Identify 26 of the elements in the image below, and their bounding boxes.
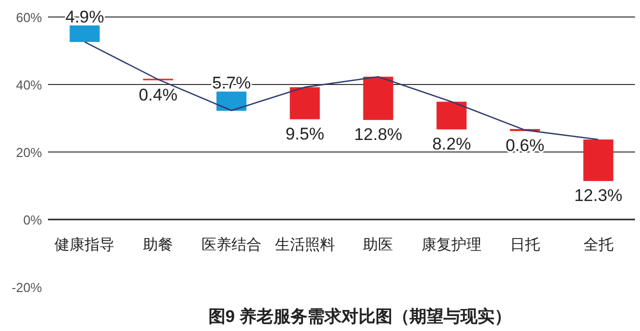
bar [70,25,100,42]
y-tick-label: 60% [16,10,42,25]
bar [290,87,320,120]
data-label: 0.4% [138,85,178,104]
data-label: 0.6% [506,136,544,156]
text: 图9 养老服务需求对比图（期望与现实） [208,307,512,326]
y-tick-label: -20% [12,280,42,295]
x-tick-label: 日托 [510,236,540,254]
x-tick-label: 助医 [363,236,394,254]
data-label: 9.5% [285,124,324,144]
data-label: 8.2% [432,134,471,154]
data-label: 12.8% [354,124,402,144]
x-tick-label: 健康指导 [54,236,115,254]
x-tick-label: 助餐 [143,236,174,254]
bar [363,76,394,120]
y-tick-label: 40% [16,78,42,92]
x-tick-label: 全托 [583,236,614,254]
data-label: 12.3% [574,186,622,206]
x-tick-label: 医养结合 [201,236,262,254]
bar [216,92,246,111]
y-tick-label: 20% [16,145,42,160]
x-tick-label: 生活照料 [274,236,335,254]
y-tick-label: 0% [23,212,42,228]
x-tick-label: 康复护理 [422,236,482,254]
bar [436,102,467,130]
bar [583,140,614,182]
